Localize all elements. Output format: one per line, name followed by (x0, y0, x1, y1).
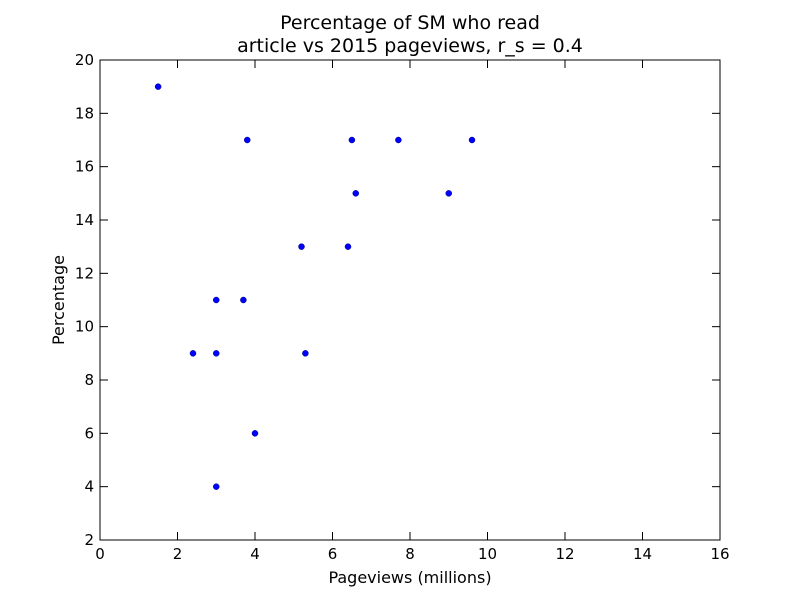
x-tick-label: 10 (478, 545, 497, 563)
data-points (154, 83, 476, 490)
data-point (213, 350, 220, 357)
x-tick-label: 4 (250, 545, 260, 563)
y-tick-label: 12 (75, 264, 94, 282)
y-tick-label: 6 (84, 424, 94, 442)
x-tick-label: 2 (173, 545, 183, 563)
x-tick-label: 14 (633, 545, 652, 563)
x-tick-label: 12 (555, 545, 574, 563)
data-point (154, 83, 162, 90)
data-point (244, 136, 251, 144)
x-axis-label: Pageviews (millions) (328, 568, 491, 587)
data-point (240, 296, 247, 304)
chart-title-line-2: article vs 2015 pageviews, r_s = 0.4 (237, 35, 583, 57)
y-axis-label: Percentage (49, 255, 68, 345)
data-point (468, 136, 476, 144)
data-point (445, 190, 452, 197)
data-point (352, 190, 359, 197)
data-point (189, 350, 197, 357)
y-axis-ticks: 2 4 6 8 10 12 14 16 18 20 (75, 51, 720, 549)
x-tick-label: 8 (405, 545, 415, 563)
y-tick-label: 2 (84, 531, 94, 549)
x-tick-label: 6 (328, 545, 338, 563)
data-point (213, 296, 220, 304)
data-point (213, 483, 220, 490)
data-point (348, 136, 356, 144)
chart-title-line-1: Percentage of SM who read (280, 12, 540, 34)
y-tick-label: 8 (84, 371, 94, 389)
data-point (395, 136, 402, 144)
y-tick-label: 14 (75, 211, 94, 229)
y-tick-label: 4 (84, 478, 94, 496)
y-tick-label: 18 (75, 104, 94, 122)
data-point (344, 243, 352, 250)
x-axis-ticks: 0 2 4 6 8 10 12 14 16 (95, 60, 730, 563)
y-tick-label: 16 (75, 158, 94, 176)
y-tick-label: 10 (75, 318, 94, 336)
plot-area-frame (99, 59, 721, 541)
x-tick-label: 0 (95, 545, 105, 563)
data-point (251, 430, 259, 437)
x-tick-label: 16 (710, 545, 729, 563)
data-point (302, 350, 309, 357)
data-point (298, 243, 305, 250)
y-tick-label: 20 (75, 51, 94, 69)
